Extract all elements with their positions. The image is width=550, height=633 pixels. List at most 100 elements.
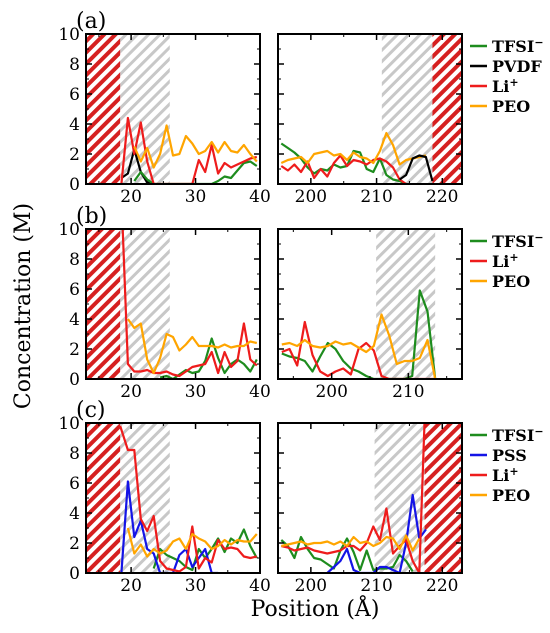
series-line-tfsi: [159, 337, 258, 379]
legend-label-li: Li+: [492, 465, 519, 486]
x-tick-label: 20: [120, 382, 142, 402]
x-tick-label: 40: [249, 187, 271, 207]
legend-label-superscript: +: [509, 76, 518, 89]
y-tick-label: 6: [69, 280, 80, 300]
series-line-tfsi: [280, 142, 407, 184]
legend-label-superscript: −: [534, 36, 543, 49]
y-tick-label: 4: [69, 504, 80, 524]
legend-label-superscript: +: [509, 251, 518, 264]
plot-area: [86, 229, 258, 379]
series-line-li: [120, 116, 258, 184]
x-tick-label: 210: [360, 576, 392, 596]
x-tick-label: 30: [185, 576, 207, 596]
y-tick-label: 6: [69, 474, 80, 494]
series-line-tfsi: [133, 160, 258, 184]
plot-area: [86, 423, 258, 573]
y-axis-title: Concentration (M): [11, 203, 36, 409]
panel-label: (a): [76, 9, 106, 34]
legend-label-pss: PSS: [492, 446, 527, 465]
x-tick-label: 200: [295, 576, 327, 596]
interphase-region: [374, 423, 425, 573]
legend-label-superscript: +: [509, 465, 518, 478]
series-line-peo: [126, 527, 258, 558]
series-line-pvdf: [120, 148, 154, 184]
interphase-region: [120, 34, 170, 184]
series-line-peo: [127, 318, 258, 375]
y-tick-label: 6: [69, 85, 80, 105]
electrode-region: [86, 229, 121, 379]
plot-a-right: 200 210 220: [277, 33, 463, 207]
legend-label-li: Li+: [492, 251, 519, 272]
plot-area: [281, 229, 437, 379]
interphase-region: [120, 423, 170, 573]
y-tick-label: 2: [69, 340, 80, 360]
legend-label-tfsi: TFSI−: [492, 231, 544, 252]
legend-label-tfsi: TFSI−: [492, 36, 544, 57]
legend-label-peo: PEO: [492, 486, 530, 505]
plot-b-left: 0 2 4 6 8 10 20 30 40: [58, 220, 270, 402]
series-line-pss: [120, 480, 219, 573]
electrode-region: [86, 34, 121, 184]
series-line-peo: [280, 131, 427, 166]
y-tick-label: 10: [58, 25, 80, 45]
y-tick-label: 8: [69, 444, 80, 464]
y-tick-label: 0: [69, 175, 80, 195]
plot-b-right: 200 210: [277, 228, 463, 402]
series-line-tfsi: [280, 535, 414, 573]
series-line-li: [119, 425, 258, 573]
series-line-li: [280, 154, 407, 184]
x-tick-label: 30: [185, 187, 207, 207]
x-tick-label: 220: [426, 187, 458, 207]
x-tick-label: 220: [426, 576, 458, 596]
electrode-region: [432, 34, 462, 184]
series-line-li: [121, 229, 258, 378]
plot-a-left: 0 2 4 6 8 10 20 30 40: [58, 25, 270, 207]
x-tick-label: 200: [295, 187, 327, 207]
series-line-peo: [281, 313, 437, 379]
interphase-region: [381, 34, 433, 184]
plot-area: [86, 34, 258, 184]
x-tick-label: 20: [120, 187, 142, 207]
electrode-region: [86, 423, 121, 573]
legend-label-peo: PEO: [492, 272, 530, 291]
plot-c-right: 200 210 220: [277, 422, 463, 596]
panel-label: (b): [76, 204, 107, 229]
x-tick-label: 30: [185, 382, 207, 402]
panel-label: (c): [76, 398, 106, 423]
y-tick-label: 4: [69, 115, 80, 135]
y-tick-label: 10: [58, 414, 80, 434]
x-axis-title: Position (Å): [251, 594, 380, 622]
series-line-peo: [133, 124, 258, 169]
x-tick-label: 210: [360, 187, 392, 207]
legend-label-peo: PEO: [492, 97, 530, 116]
plot-area: [280, 34, 462, 184]
y-tick-label: 0: [69, 370, 80, 390]
x-tick-label: 40: [249, 576, 271, 596]
series-line-li: [281, 320, 436, 379]
legend-label-superscript: −: [534, 231, 543, 244]
y-tick-label: 0: [69, 564, 80, 584]
y-tick-label: 2: [69, 534, 80, 554]
electrode-region: [424, 423, 462, 573]
series-line-peo: [281, 534, 421, 552]
interphase-region: [376, 229, 436, 379]
y-tick-label: 2: [69, 145, 80, 165]
x-tick-label: 200: [315, 382, 347, 402]
y-tick-label: 4: [69, 310, 80, 330]
plot-area: [280, 423, 462, 573]
series-line-pvdf: [398, 154, 434, 182]
y-tick-label: 10: [58, 220, 80, 240]
y-tick-label: 8: [69, 250, 80, 270]
plot-c-left: 0 2 4 6 8 10 20 30 40: [58, 414, 270, 596]
x-tick-label: 210: [392, 382, 424, 402]
legend-label-li: Li+: [492, 76, 519, 97]
legend-label-pvdf: PVDF: [492, 57, 542, 76]
legend-label-tfsi: TFSI−: [492, 425, 544, 446]
x-tick-label: 20: [120, 576, 142, 596]
legend-label-superscript: −: [534, 425, 543, 438]
x-tick-label: 40: [249, 382, 271, 402]
